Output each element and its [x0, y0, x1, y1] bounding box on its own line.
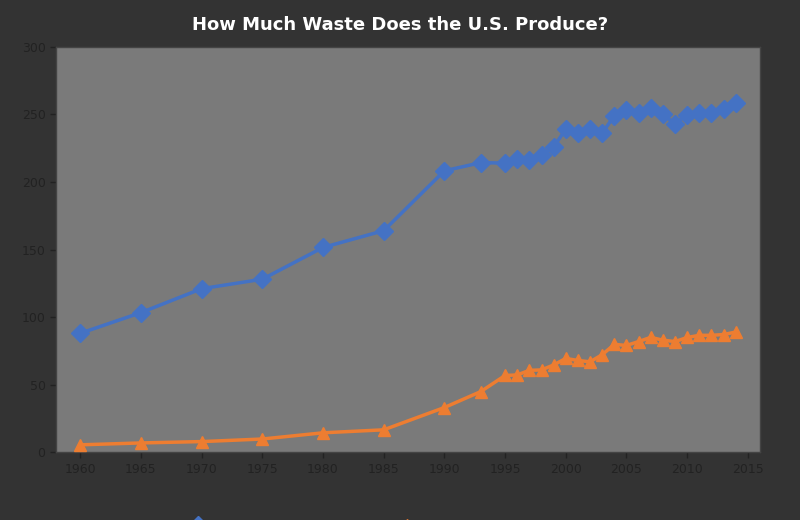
MSW Recycled & Composted	[379, 427, 389, 433]
MSW Recycled & Composted	[731, 329, 741, 335]
Total MSW Generated	[658, 111, 668, 118]
Total MSW Generated	[318, 244, 328, 251]
MSW Recycled & Composted	[197, 438, 206, 445]
MSW Recycled & Composted	[136, 440, 146, 446]
Total MSW Generated	[610, 113, 619, 119]
MSW Recycled & Composted	[586, 359, 595, 365]
Line: Total MSW Generated: Total MSW Generated	[74, 97, 742, 340]
Total MSW Generated	[586, 126, 595, 133]
Total MSW Generated	[622, 107, 631, 113]
Total MSW Generated	[513, 156, 522, 162]
MSW Recycled & Composted	[622, 342, 631, 348]
Total MSW Generated	[537, 152, 546, 158]
Total MSW Generated	[706, 110, 716, 116]
MSW Recycled & Composted	[525, 367, 534, 373]
Total MSW Generated	[549, 144, 558, 150]
Total MSW Generated	[694, 110, 704, 116]
Total MSW Generated	[258, 276, 267, 282]
Total MSW Generated	[718, 106, 728, 112]
Total MSW Generated	[561, 126, 570, 133]
MSW Recycled & Composted	[658, 337, 668, 343]
MSW Recycled & Composted	[75, 441, 85, 448]
MSW Recycled & Composted	[598, 352, 607, 358]
MSW Recycled & Composted	[476, 388, 486, 395]
Total MSW Generated	[573, 130, 582, 136]
Total MSW Generated	[75, 330, 85, 336]
MSW Recycled & Composted	[706, 332, 716, 339]
MSW Recycled & Composted	[513, 372, 522, 378]
MSW Recycled & Composted	[610, 341, 619, 347]
MSW Recycled & Composted	[549, 362, 558, 368]
Text: How Much Waste Does the U.S. Produce?: How Much Waste Does the U.S. Produce?	[192, 16, 608, 34]
Line: MSW Recycled & Composted: MSW Recycled & Composted	[74, 326, 742, 451]
Total MSW Generated	[682, 111, 692, 118]
Total MSW Generated	[646, 105, 655, 111]
MSW Recycled & Composted	[682, 334, 692, 341]
MSW Recycled & Composted	[634, 339, 643, 345]
MSW Recycled & Composted	[694, 332, 704, 339]
MSW Recycled & Composted	[561, 355, 570, 361]
Total MSW Generated	[525, 157, 534, 163]
MSW Recycled & Composted	[440, 405, 450, 411]
MSW Recycled & Composted	[718, 331, 728, 337]
Total MSW Generated	[731, 100, 741, 106]
MSW Recycled & Composted	[500, 372, 510, 379]
MSW Recycled & Composted	[318, 430, 328, 436]
Total MSW Generated	[598, 130, 607, 136]
Total MSW Generated	[440, 167, 450, 174]
Total MSW Generated	[379, 228, 389, 234]
MSW Recycled & Composted	[573, 357, 582, 363]
Total MSW Generated	[670, 121, 680, 127]
Total MSW Generated	[136, 309, 146, 316]
MSW Recycled & Composted	[537, 367, 546, 373]
MSW Recycled & Composted	[258, 436, 267, 442]
MSW Recycled & Composted	[646, 334, 655, 341]
Total MSW Generated	[634, 110, 643, 116]
Total MSW Generated	[197, 285, 206, 292]
Total MSW Generated	[500, 160, 510, 166]
Total MSW Generated	[476, 160, 486, 166]
MSW Recycled & Composted	[670, 339, 680, 345]
